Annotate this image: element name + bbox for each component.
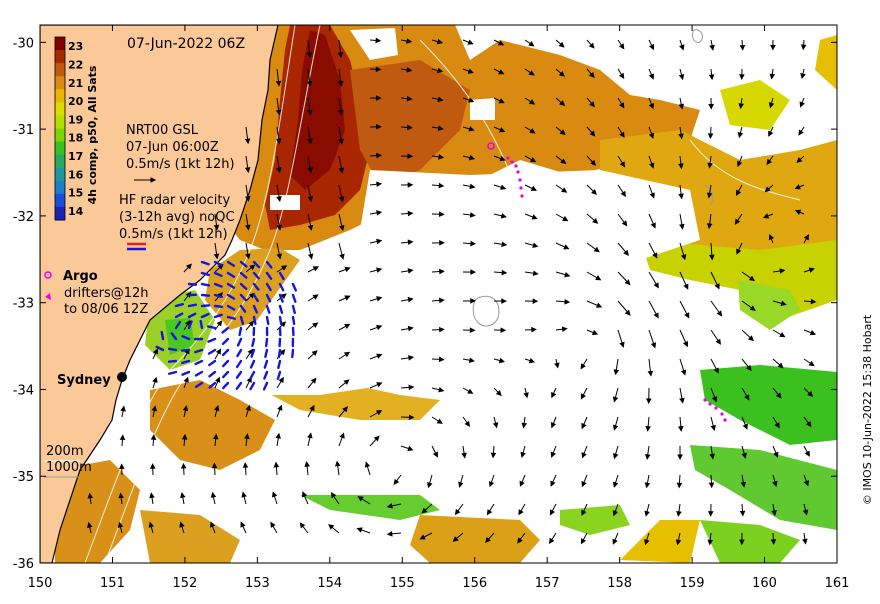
lon-tick-label: 158 (607, 576, 632, 591)
lon-tick-label: 160 (752, 576, 777, 591)
colorbar-tick-label: 23 (68, 40, 83, 53)
colorbar-segment (55, 50, 65, 64)
credit-text: © IMOS 10-Jun-2022 15:38 Hobart (861, 314, 874, 505)
legend-gsl-time: 07-Jun 06:00Z (126, 140, 219, 155)
colorbar-tick-label: 18 (68, 132, 83, 145)
lon-tick-label: 159 (680, 576, 705, 591)
legend-hf-title: HF radar velocity (119, 193, 231, 208)
colorbar-segment (55, 115, 65, 129)
lat-tick-label: -33 (13, 297, 34, 312)
colorbar-tick-label: 20 (68, 95, 84, 108)
legend-gsl-scale: 0.5m/s (1kt 12h) (126, 157, 235, 172)
colorbar-segment (55, 155, 65, 169)
hf-vector (293, 306, 295, 313)
lon-tick-label: 155 (390, 576, 415, 591)
lat-tick-label: -35 (13, 470, 34, 485)
hf-vector (267, 317, 268, 324)
lon-tick-label: 150 (28, 576, 53, 591)
hf-vector (182, 350, 189, 351)
colorbar-tick-label: 15 (68, 187, 83, 200)
colorbar-segment (55, 207, 65, 221)
colorbar-segment (55, 194, 65, 208)
legend-isobath-200: 200m (46, 444, 83, 459)
hf-vector (202, 305, 209, 306)
colorbar-segment (55, 37, 65, 51)
hf-vector (228, 317, 235, 319)
hf-vector (280, 317, 281, 324)
colorbar-tick-label: 19 (68, 113, 83, 126)
legend-hf-avg: (3-12h avg) noQC (119, 210, 235, 225)
colorbar-segment (55, 129, 65, 143)
lon-tick-label: 156 (462, 576, 487, 591)
colorbar-segment (55, 102, 65, 116)
colorbar-tick-label: 17 (68, 150, 83, 163)
hf-vector (278, 361, 280, 368)
hf-vector (189, 305, 196, 306)
lon-tick-label: 161 (825, 576, 850, 591)
hf-vector (169, 372, 176, 374)
legend-argo: Argo (63, 269, 98, 284)
lat-tick-label: -34 (13, 383, 34, 398)
hf-vector (215, 306, 222, 307)
sydney-label: Sydney (57, 373, 111, 388)
lon-tick-label: 153 (245, 576, 270, 591)
hf-vector (254, 317, 255, 324)
hf-vector (169, 349, 176, 350)
hf-vector (266, 339, 267, 346)
colorbar-tick-label: 14 (68, 205, 84, 218)
lon-tick-label: 157 (535, 576, 560, 591)
colorbar-tick-label: 21 (68, 77, 83, 90)
lat-tick-label: -32 (13, 210, 34, 225)
hf-vector (169, 361, 176, 362)
colorbar-segment (55, 142, 65, 156)
hf-vector (240, 328, 241, 335)
hf-vector (202, 295, 209, 296)
legend-drifters-line1: drifters@12h (64, 286, 149, 301)
colorbar-segment (55, 89, 65, 103)
lat-tick-label: -30 (13, 36, 34, 51)
lat-tick-label: -31 (13, 123, 34, 138)
colorbar-segment (55, 76, 65, 90)
legend-hf-scale: 0.5m/s (1kt 12h) (119, 227, 228, 242)
lat-tick-label: -36 (13, 557, 34, 572)
colorbar-tick-label: 22 (68, 58, 83, 71)
legend-gsl-title: NRT00 GSL (126, 123, 199, 138)
colorbar-segment (55, 181, 65, 195)
hf-vector (252, 339, 254, 346)
hf-vector (201, 321, 202, 328)
legend-drifters-line2: to 08/06 12Z (64, 302, 148, 317)
colorbar-segment (55, 168, 65, 182)
lon-tick-label: 151 (100, 576, 125, 591)
hf-vector (189, 284, 196, 285)
hf-vector (208, 326, 215, 328)
hf-vector (265, 350, 267, 357)
date-title: 07-Jun-2022 06Z (127, 36, 245, 52)
colorbar-label: 4h comp, p50, All Sats (86, 65, 99, 204)
hf-vector (202, 284, 209, 285)
colorbar-segment (55, 63, 65, 77)
hf-vector (292, 350, 293, 357)
lon-tick-label: 154 (317, 576, 342, 591)
sydney-marker (117, 372, 127, 382)
lon-tick-label: 152 (172, 576, 197, 591)
hf-vector (162, 332, 163, 339)
hf-vector (293, 317, 294, 324)
hf-vector (279, 350, 280, 357)
legend-isobath-1000: 1000m (46, 460, 92, 475)
colorbar-tick-label: 16 (68, 168, 84, 181)
